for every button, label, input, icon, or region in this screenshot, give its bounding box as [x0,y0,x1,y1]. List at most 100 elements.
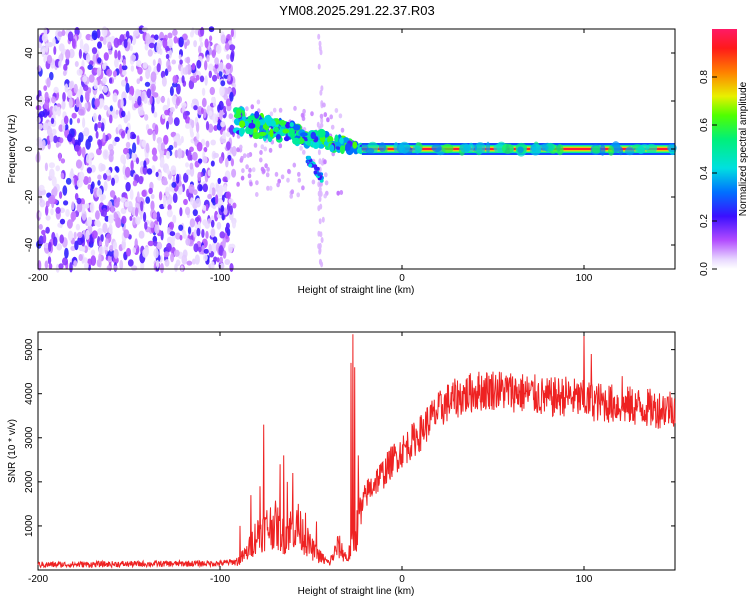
spectrogram-noise-blob [182,230,187,239]
spectrogram-noise-blob [230,28,234,38]
spectrogram-noise-blob [236,181,240,187]
spectrogram-noise-blob [164,68,169,76]
spectrogram-noise-blob [154,34,159,41]
spectrogram-noise-blob [269,111,274,117]
spectrogram-noise-blob [209,35,213,42]
spectrogram-noise-blob [80,94,84,103]
spectrogram-noise-blob [152,130,156,142]
spectrogram-noise-blob [219,231,226,239]
spectrogram-noise-blob [326,117,330,123]
spectrogram-x-axis-label: Height of straight line (km) [298,285,415,296]
spectrogram-signal-blob [254,111,260,119]
spectrogram-noise-blob [76,202,83,213]
spectrogram-noise-blob [140,261,145,270]
spectrogram-signal-blob [352,141,358,149]
spectrogram-transition-region [232,106,366,183]
spectrogram-noise-blob [98,83,103,92]
spectrogram-noise-blob [67,31,74,42]
spectrogram-noise-blob [156,95,161,105]
spectrogram-signal-blob [312,141,320,150]
spectrogram-noise-blob [124,166,131,178]
spectrogram-noise-blob [168,221,175,230]
spectrogram-noise-blob [200,26,205,37]
y-tick-label: 4000 [24,382,35,405]
spectrogram-noise-blob [202,183,208,193]
y-tick-label: -20 [24,189,35,204]
spectrogram-noise-blob [91,30,98,40]
spectrogram-noise-blob [195,74,200,81]
spectrogram-noise-blob [121,65,128,71]
tone-band-blob [431,143,442,153]
spectrogram-noise-blob [151,85,155,97]
spectrogram-noise-blob [166,120,169,130]
y-tick-label: 40 [24,47,35,59]
colorbar: 0.0 0.2 0.4 0.6 0.8 Normalized spectral ampl… [699,29,749,276]
spectrogram-noise-blob [120,207,125,214]
spectrogram-noise-blob [60,158,66,164]
spectrogram-noise-blob [96,67,102,77]
y-tick-label: 20 [24,95,35,107]
spectrogram-noise-blob [177,148,183,159]
spectrogram-noise-blob [208,63,214,71]
spectrogram-noise-blob [174,149,179,159]
spectrogram-noise-blob [76,118,81,124]
spectrogram-noise-blob [197,158,203,164]
x-tick-label: -200 [28,273,48,284]
spectrogram-noise-blob [42,122,49,131]
spectrogram-noise-blob [193,243,199,253]
spectrogram-noise-blob [151,103,155,114]
tone-band-blob [531,146,542,153]
spectrogram-noise-blob [212,113,218,124]
spectrogram-noise-blob [179,234,183,241]
spectrogram-noise-blob [61,29,66,36]
spectrogram-noise-blob [214,57,220,65]
spectrogram-noise-blob [230,52,235,63]
spectrogram-noise-blob [62,92,66,102]
spectrogram-noise-blob [62,257,68,266]
spectrogram-signal-blob [334,134,339,143]
spectrogram-noise-blob [105,238,109,248]
spectrogram-noise-blob [210,261,215,270]
spectrogram-noise-blob [84,262,89,270]
spectrogram-noise-blob [134,238,138,250]
spectrogram-noise-blob [171,95,178,104]
spectrogram-noise-blob [160,157,165,167]
spectrogram-noise-blob [42,233,47,244]
spectrogram-noise-blob [150,221,155,229]
tone-band-blob [517,146,524,154]
spectrogram-noise-blob [181,75,185,84]
spectrogram-noise-blob [74,61,79,67]
spectrogram-noise-blob [196,131,200,141]
spectrogram-noise-blob [319,231,323,238]
spectrogram-noise-blob [126,247,131,257]
spectrogram-noise-blob [320,237,324,243]
spectrogram-noise-blob [127,259,134,267]
spectrogram-noise-blob [165,186,170,197]
spectrogram-signal-blob [339,145,345,155]
spectrogram-noise-blob [192,78,198,83]
spectrogram-noise-blob [59,207,65,214]
spectrogram-noise-blob [158,191,163,201]
tone-band-blob [635,146,646,154]
spectrogram-noise-blob [121,79,127,87]
spectrogram-noise-blob [150,193,155,200]
spectrogram-noise-blob [136,89,142,96]
spectrogram-noise-blob [47,42,53,48]
spectrogram-noise-blob [200,107,204,115]
spectrogram-noise-blob [51,128,57,135]
spectrogram-noise-blob [77,231,83,239]
spectrogram-noise-blob [103,173,108,181]
spectrogram-noise-blob [132,247,137,254]
spectrogram-noise-blob [155,171,159,177]
spectrogram-noise-blob [172,192,178,204]
spectrogram-noise-blob [139,110,145,116]
spectrogram-noise-blob [141,92,145,102]
spectrogram-noise-blob [125,181,131,192]
tone-band-blob [474,142,486,154]
spectrogram-noise-blob [278,107,283,113]
spectrogram-noise-blob [58,263,64,270]
spectrogram-noise-blob [109,114,113,124]
spectrogram-noise-blob [175,97,181,106]
spectrogram-noise-blob [219,256,223,264]
spectrogram-noise-blob [48,168,55,180]
